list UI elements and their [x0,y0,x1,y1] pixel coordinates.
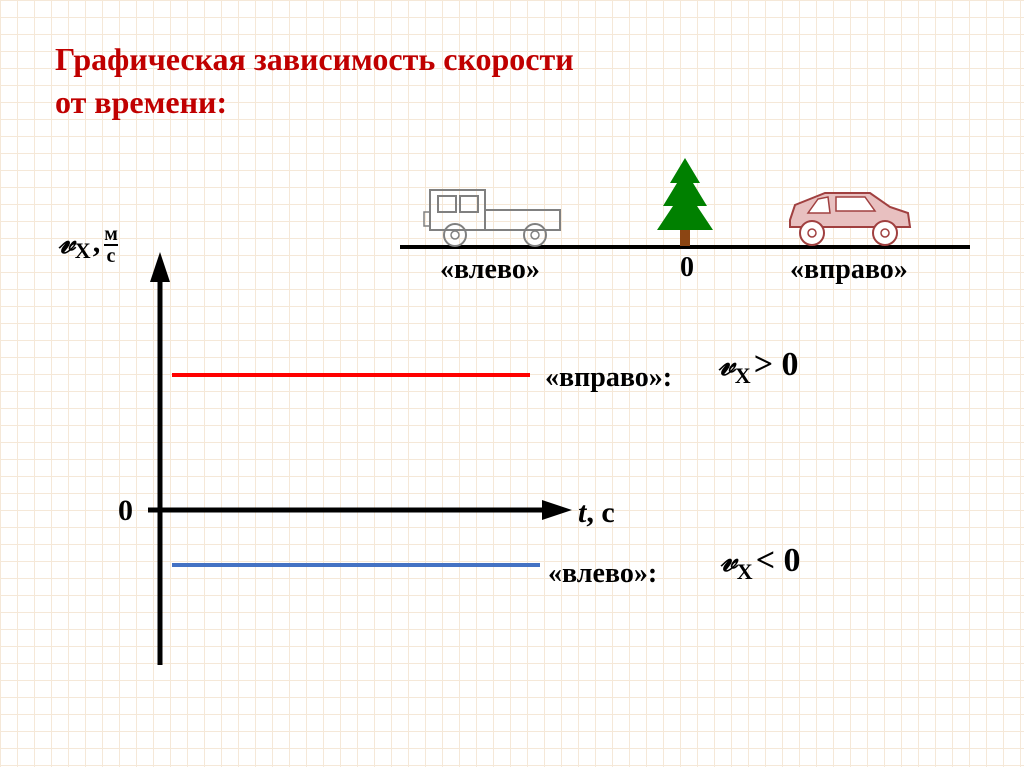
x-axis-rest: , с [586,496,614,529]
x-axis-label: t, с [578,496,615,530]
positive-formula: 𝓋X> 0 [718,346,799,389]
positive-line-label: «вправо»: [545,362,672,394]
negative-line-label: «влево»: [548,558,657,590]
neg-formula-sub: X [737,559,753,584]
car-icon [780,185,920,247]
neg-formula-op: < 0 [756,542,801,579]
axes [0,0,700,720]
pos-formula-var: 𝓋 [718,346,735,383]
negative-formula: 𝓋X< 0 [720,542,801,585]
scene-right-label: «вправо» [790,254,908,286]
pos-formula-sub: X [735,363,751,388]
pos-formula-op: > 0 [754,346,799,383]
neg-formula-var: 𝓋 [720,542,737,579]
chart-origin-label: 0 [118,494,133,528]
